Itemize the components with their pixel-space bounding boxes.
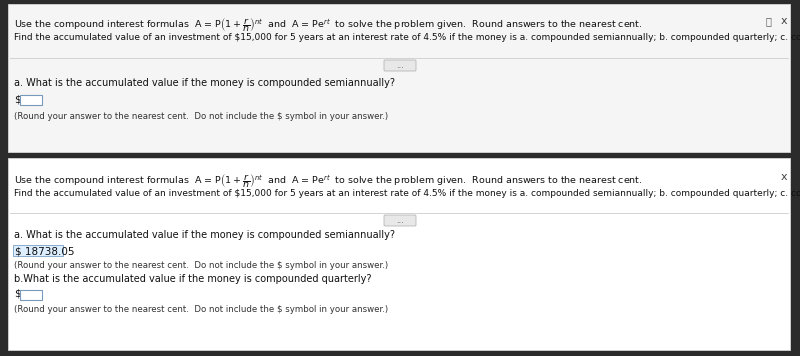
- FancyBboxPatch shape: [8, 158, 790, 350]
- Text: 🔒: 🔒: [766, 16, 772, 26]
- Text: (Round your answer to the nearest cent.  Do not include the $ symbol in your ans: (Round your answer to the nearest cent. …: [14, 305, 388, 314]
- Text: ...: ...: [396, 61, 404, 70]
- Bar: [13, 245, 63, 256]
- Text: Use the compound interest formulas  A = P$\left(1+\dfrac{r}{n}\right)^{nt}$  and: Use the compound interest formulas A = P…: [14, 16, 642, 34]
- Text: Find the accumulated value of an investment of $15,000 for 5 years at an interes: Find the accumulated value of an investm…: [14, 33, 800, 42]
- Text: $ 18738.05: $ 18738.05: [15, 246, 74, 257]
- FancyBboxPatch shape: [384, 60, 416, 71]
- Text: $: $: [14, 289, 21, 299]
- Text: a. What is the accumulated value if the money is compounded semiannually?: a. What is the accumulated value if the …: [14, 78, 395, 88]
- FancyBboxPatch shape: [384, 215, 416, 226]
- Bar: [20, 95, 42, 105]
- Text: Find the accumulated value of an investment of $15,000 for 5 years at an interes: Find the accumulated value of an investm…: [14, 189, 800, 198]
- Text: (Round your answer to the nearest cent.  Do not include the $ symbol in your ans: (Round your answer to the nearest cent. …: [14, 261, 388, 270]
- Text: x: x: [781, 172, 788, 182]
- Text: ...: ...: [396, 216, 404, 225]
- Text: a. What is the accumulated value if the money is compounded semiannually?: a. What is the accumulated value if the …: [14, 230, 395, 240]
- Text: Use the compound interest formulas  A = P$\left(1+\dfrac{r}{n}\right)^{nt}$  and: Use the compound interest formulas A = P…: [14, 172, 642, 190]
- Text: b.What is the accumulated value if the money is compounded quarterly?: b.What is the accumulated value if the m…: [14, 274, 371, 284]
- FancyBboxPatch shape: [8, 4, 790, 152]
- Text: (Round your answer to the nearest cent.  Do not include the $ symbol in your ans: (Round your answer to the nearest cent. …: [14, 112, 388, 121]
- Text: x: x: [781, 16, 788, 26]
- Text: $: $: [14, 94, 21, 104]
- Bar: [20, 290, 42, 300]
